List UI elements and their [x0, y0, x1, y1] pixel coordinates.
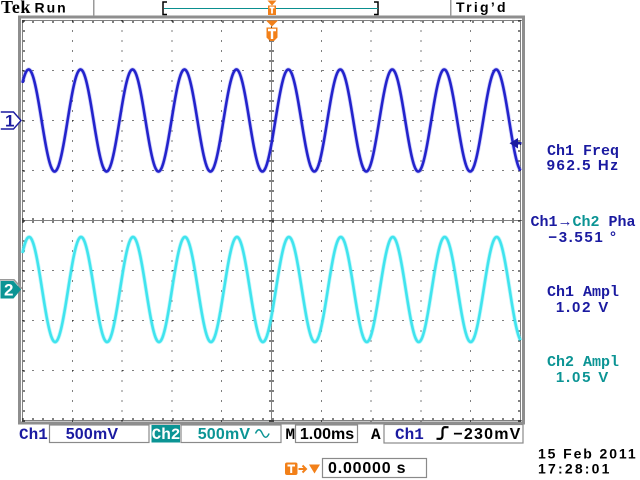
svg-text:17:28:01: 17:28:01 [538, 461, 612, 477]
svg-text:−3.551 °: −3.551 ° [548, 229, 617, 246]
svg-text:2: 2 [4, 281, 13, 300]
svg-text:1.05 V: 1.05 V [556, 369, 610, 386]
svg-text:1.00ms: 1.00ms [300, 426, 354, 443]
svg-text:500mV: 500mV [198, 426, 251, 443]
svg-text:A: A [371, 426, 381, 444]
svg-text:−230mV: −230mV [453, 426, 521, 443]
svg-text:0.00000 s: 0.00000 s [328, 460, 406, 477]
svg-text:Trig’d: Trig’d [456, 0, 508, 15]
svg-text:Ch1: Ch1 [395, 426, 424, 444]
svg-text:15 Feb 2011: 15 Feb 2011 [538, 446, 638, 462]
svg-text:Ch1 Freq: Ch1 Freq [547, 143, 619, 160]
svg-text:Ch1: Ch1 [19, 426, 48, 444]
svg-text:500mV: 500mV [66, 426, 119, 443]
svg-text:Ch2: Ch2 [152, 426, 181, 444]
svg-text:962.5 Hz: 962.5 Hz [547, 157, 620, 174]
svg-text:Tek: Tek [1, 0, 31, 17]
svg-text:1.02 V: 1.02 V [556, 299, 610, 316]
svg-text:Ch2 Ampl: Ch2 Ampl [547, 354, 619, 371]
svg-text:1: 1 [5, 112, 14, 131]
svg-text:Run: Run [35, 0, 68, 16]
svg-text:Ch1→Ch2 Pha: Ch1→Ch2 Pha [530, 213, 635, 231]
svg-text:M: M [286, 426, 296, 444]
svg-text:Ch1 Ampl: Ch1 Ampl [547, 284, 619, 301]
